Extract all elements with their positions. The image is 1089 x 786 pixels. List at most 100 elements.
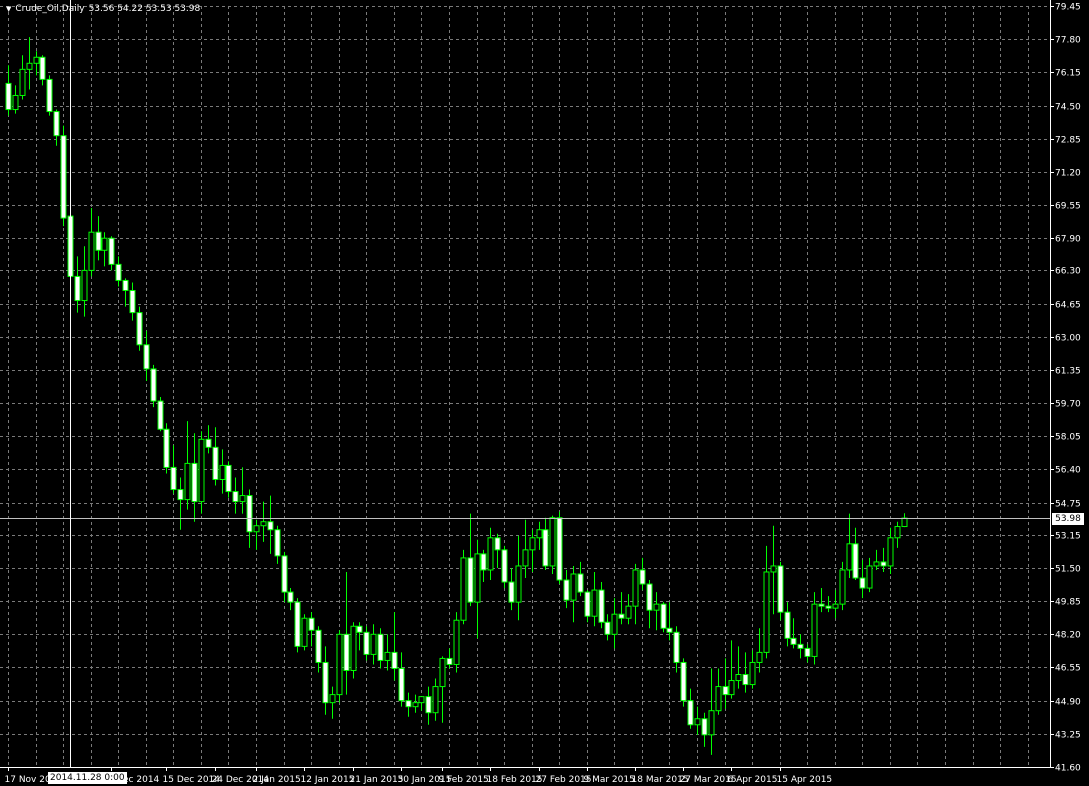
x-tick-label: 18 Feb 2015 (487, 775, 543, 785)
candle-body (770, 565, 777, 573)
candle-body (398, 667, 405, 702)
y-tick-label: 48.20 (1055, 631, 1081, 641)
candle-body (377, 633, 384, 661)
candle-body (60, 135, 67, 219)
candle-body (370, 633, 377, 655)
candle-body (108, 237, 115, 265)
candle-body (701, 718, 708, 736)
candle-body (143, 344, 150, 370)
candle-body (253, 525, 260, 533)
candle-body (625, 605, 632, 619)
grid-layer (0, 6, 1050, 768)
candle-body (763, 571, 770, 653)
candle-body (322, 661, 329, 704)
candle-body (12, 94, 19, 111)
y-tick-label: 67.90 (1055, 235, 1081, 245)
candle-body (694, 718, 701, 726)
candle-body (5, 82, 12, 111)
x-tick-label: 27 Feb 2015 (536, 775, 592, 785)
candle-body (591, 589, 598, 617)
candle-body (742, 674, 749, 686)
candle-body (205, 438, 212, 448)
y-tick-label: 63.00 (1055, 334, 1081, 344)
symbol-label[interactable]: ▼ Crude_Oil,Daily 53.56 54.22 53.53 53.9… (6, 4, 200, 14)
candle-body (846, 543, 853, 571)
candle-body (336, 633, 343, 696)
candle-body (101, 237, 108, 251)
candle-body (405, 700, 412, 708)
candle-body (722, 686, 729, 696)
y-tick-label: 59.70 (1055, 400, 1081, 410)
y-tick-label: 74.50 (1055, 103, 1081, 113)
candle-body (784, 611, 791, 639)
candle-body (19, 68, 26, 96)
candle-body (646, 583, 653, 611)
y-tick-label: 58.05 (1055, 433, 1081, 443)
candle-body (329, 694, 336, 704)
y-tick-label: 72.85 (1055, 136, 1081, 146)
candle-body (818, 603, 825, 607)
candle-body (494, 537, 501, 551)
candle-body (901, 517, 908, 528)
y-tick-label: 64.65 (1055, 301, 1081, 311)
y-tick-label: 51.50 (1055, 565, 1081, 575)
candle-body (356, 625, 363, 633)
candle-body (556, 517, 563, 581)
x-tick-label: 18 Mar 2015 (632, 775, 689, 785)
candle-body (191, 462, 198, 503)
x-tick-label: 15 Dec 2014 (163, 775, 221, 785)
dropdown-triangle-icon[interactable]: ▼ (6, 5, 12, 13)
y-axis-labels: 79.45 77.80 76.15 74.50 72.85 71.20 69.55 67.90… (1055, 3, 1081, 774)
candle-body (673, 631, 680, 663)
candle-body (790, 637, 797, 645)
candle-body (281, 555, 288, 593)
candle-body (542, 529, 549, 567)
candle-body (859, 577, 866, 589)
candle-body (225, 464, 232, 493)
candle-body (425, 696, 432, 714)
candle-body (687, 700, 694, 726)
candle-body (122, 279, 129, 291)
candle-body (246, 495, 253, 533)
candle-body (170, 466, 177, 491)
candle-body (666, 627, 673, 633)
candle-body (577, 573, 584, 593)
current-price-tag: 53.98 (1052, 512, 1084, 525)
candle-body (797, 643, 804, 649)
candle-body (439, 657, 446, 688)
x-tick-label: 2 Jan 2015 (253, 775, 301, 785)
candle-body (467, 557, 474, 603)
y-tick-label: 71.20 (1055, 169, 1081, 179)
candle-body (136, 312, 143, 346)
candle-body (294, 601, 301, 647)
candle-body (887, 537, 894, 567)
candle-body (198, 438, 205, 503)
candle-body (804, 647, 811, 657)
candle-body (150, 368, 157, 402)
candle-body (74, 275, 81, 302)
y-tick-label: 54.75 (1055, 500, 1081, 510)
candle-body (39, 56, 46, 80)
candle-body (852, 543, 859, 579)
x-tick-label: 9 Feb 2015 (439, 775, 489, 785)
candle-body (239, 495, 246, 503)
candle-body (873, 561, 880, 567)
ohlc-values: 53.56 54.22 53.53 53.98 (88, 4, 201, 14)
x-tick-label: 24 Dec 2014 (212, 775, 270, 785)
candle-body (157, 400, 164, 430)
candle-body (866, 565, 873, 589)
candle-body (81, 269, 88, 302)
candle-body (598, 589, 605, 623)
candle-body (177, 489, 184, 501)
x-tick-label: 15 Apr 2015 (777, 775, 833, 785)
candle-body (501, 549, 508, 583)
candle-layer (5, 37, 908, 755)
candle-body (453, 619, 460, 665)
candle-body (53, 111, 60, 137)
x-tick-label: 12 Jan 2015 (301, 775, 355, 785)
y-tick-label: 79.45 (1055, 3, 1081, 13)
candle-body (632, 569, 639, 607)
candle-body (749, 661, 756, 686)
